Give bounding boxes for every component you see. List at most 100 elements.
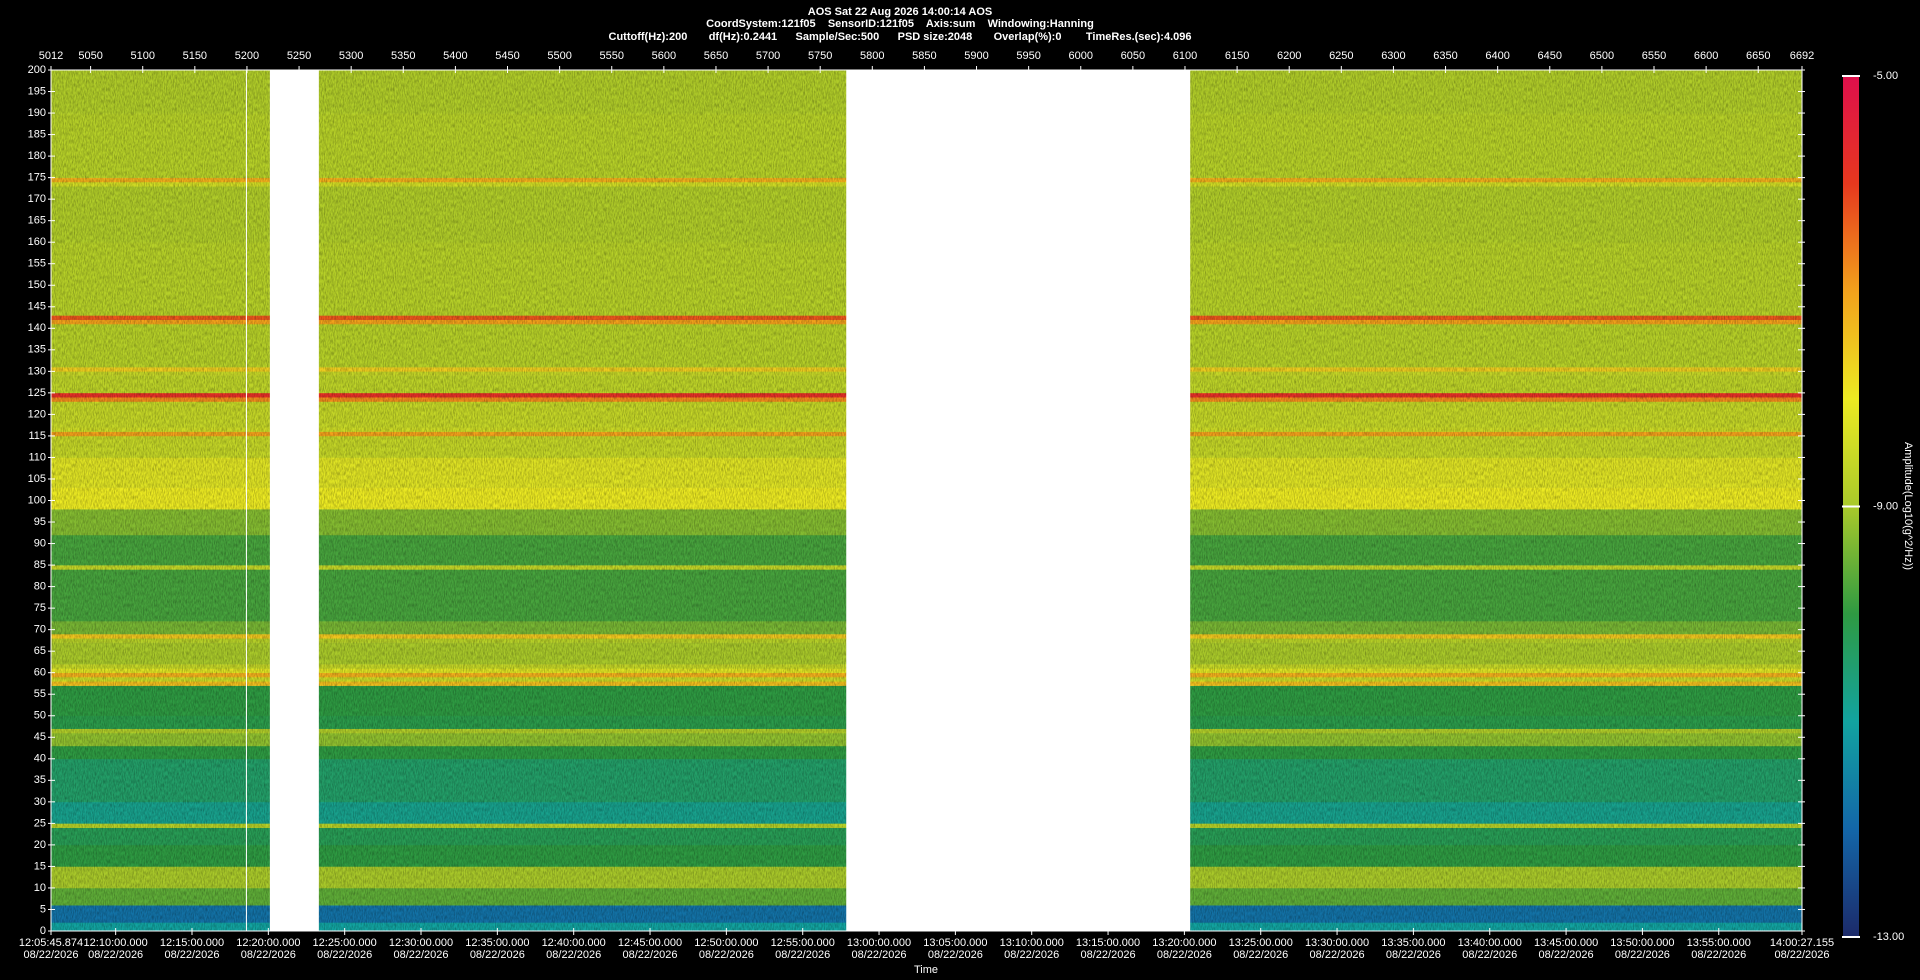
colorbar-tick-label: -9.00 xyxy=(1873,500,1898,512)
top-tick-label: 5012 xyxy=(39,50,63,62)
y-tick-label: 170 xyxy=(28,193,46,205)
y-tick-label: 35 xyxy=(34,774,46,786)
top-tick-label: 6300 xyxy=(1381,50,1405,62)
time-tick-label: 13:30:00.000 xyxy=(1305,937,1369,949)
y-tick-label: 180 xyxy=(28,150,46,162)
data-gap xyxy=(245,70,247,931)
y-tick-label: 200 xyxy=(28,64,46,76)
y-tick-label: 20 xyxy=(34,839,46,851)
top-tick-label: 5600 xyxy=(652,50,676,62)
y-tick-label: 5 xyxy=(40,903,46,915)
top-tick-label: 6200 xyxy=(1277,50,1301,62)
y-tick-label: 95 xyxy=(34,516,46,528)
y-tick-label: 85 xyxy=(34,559,46,571)
time-tick-label: 12:10:00.000 xyxy=(84,937,148,949)
y-tick-label: 50 xyxy=(34,710,46,722)
title-line: Cuttoff(Hz):200 df(Hz):0.2441 Sample/Sec… xyxy=(609,31,1192,43)
date-tick-label: 08/22/2026 xyxy=(928,949,983,961)
date-tick-label: 08/22/2026 xyxy=(1386,949,1441,961)
date-tick-label: 08/22/2026 xyxy=(852,949,907,961)
title-line: AOS Sat 22 Aug 2026 14:00:14 AOS xyxy=(808,6,992,18)
time-tick-label: 14:00:27.155 xyxy=(1770,937,1834,949)
time-tick-label: 13:15:00.000 xyxy=(1076,937,1140,949)
top-tick-label: 5900 xyxy=(964,50,988,62)
y-tick-label: 150 xyxy=(28,279,46,291)
y-tick-label: 115 xyxy=(28,430,46,442)
y-tick-label: 125 xyxy=(28,387,46,399)
y-tick-label: 0 xyxy=(40,925,46,937)
top-tick-label: 5500 xyxy=(547,50,571,62)
date-tick-label: 08/22/2026 xyxy=(23,949,78,961)
y-tick-label: 15 xyxy=(34,860,46,872)
top-tick-label: 5700 xyxy=(756,50,780,62)
time-tick-label: 13:45:00.000 xyxy=(1534,937,1598,949)
title-line: CoordSystem:121f05 SensorID:121f05 Axis:… xyxy=(706,18,1094,30)
top-tick-label: 5250 xyxy=(287,50,311,62)
time-tick-label: 13:10:00.000 xyxy=(1000,937,1064,949)
y-tick-label: 80 xyxy=(34,581,46,593)
top-tick-label: 6600 xyxy=(1694,50,1718,62)
top-tick-label: 6350 xyxy=(1433,50,1457,62)
y-tick-label: 165 xyxy=(28,215,46,227)
top-tick-label: 5950 xyxy=(1016,50,1040,62)
time-tick-label: 12:20:00.000 xyxy=(236,937,300,949)
colorbar-tick-label: -13.00 xyxy=(1873,931,1904,943)
top-tick-label: 6450 xyxy=(1538,50,1562,62)
top-tick-label: 6692 xyxy=(1790,50,1814,62)
date-tick-label: 08/22/2026 xyxy=(1691,949,1746,961)
time-tick-label: 12:25:00.000 xyxy=(313,937,377,949)
date-tick-label: 08/22/2026 xyxy=(88,949,143,961)
time-tick-label: 12:55:00.000 xyxy=(771,937,835,949)
date-tick-label: 08/22/2026 xyxy=(546,949,601,961)
time-tick-label: 13:00:00.000 xyxy=(847,937,911,949)
y-tick-label: 195 xyxy=(28,85,46,97)
y-tick-label: 65 xyxy=(34,645,46,657)
date-tick-label: 08/22/2026 xyxy=(1310,949,1365,961)
time-tick-label: 13:20:00.000 xyxy=(1152,937,1216,949)
y-tick-label: 40 xyxy=(34,753,46,765)
top-tick-label: 5200 xyxy=(235,50,259,62)
top-tick-label: 5050 xyxy=(78,50,102,62)
top-tick-label: 5750 xyxy=(808,50,832,62)
y-tick-label: 90 xyxy=(34,537,46,549)
date-tick-label: 08/22/2026 xyxy=(775,949,830,961)
top-tick-label: 6500 xyxy=(1590,50,1614,62)
y-tick-label: 160 xyxy=(28,236,46,248)
y-tick-label: 30 xyxy=(34,796,46,808)
colorbar-tick-label: -5.00 xyxy=(1873,70,1898,82)
top-tick-label: 6100 xyxy=(1173,50,1197,62)
y-tick-label: 135 xyxy=(28,344,46,356)
top-tick-label: 5800 xyxy=(860,50,884,62)
y-tick-label: 190 xyxy=(28,107,46,119)
top-tick-label: 6250 xyxy=(1329,50,1353,62)
time-tick-label: 12:40:00.000 xyxy=(542,937,606,949)
date-tick-label: 08/22/2026 xyxy=(1774,949,1829,961)
time-tick-label: 12:45:00.000 xyxy=(618,937,682,949)
y-tick-label: 45 xyxy=(34,731,46,743)
time-tick-label: 13:35:00.000 xyxy=(1381,937,1445,949)
time-tick-label: 13:55:00.000 xyxy=(1687,937,1751,949)
top-tick-label: 5400 xyxy=(443,50,467,62)
data-gap xyxy=(846,70,1191,931)
time-tick-label: 13:40:00.000 xyxy=(1458,937,1522,949)
date-tick-label: 08/22/2026 xyxy=(164,949,219,961)
top-tick-label: 6150 xyxy=(1225,50,1249,62)
time-tick-label: 13:05:00.000 xyxy=(923,937,987,949)
y-tick-label: 175 xyxy=(28,172,46,184)
y-tick-label: 55 xyxy=(34,688,46,700)
date-tick-label: 08/22/2026 xyxy=(1004,949,1059,961)
y-tick-label: 145 xyxy=(28,301,46,313)
date-tick-label: 08/22/2026 xyxy=(699,949,754,961)
y-tick-label: 25 xyxy=(34,817,46,829)
y-tick-label: 130 xyxy=(28,365,46,377)
y-tick-label: 105 xyxy=(28,473,46,485)
date-tick-label: 08/22/2026 xyxy=(1539,949,1594,961)
x-axis-label: Time xyxy=(914,964,938,976)
top-tick-label: 6650 xyxy=(1746,50,1770,62)
top-tick-label: 5150 xyxy=(183,50,207,62)
date-tick-label: 08/22/2026 xyxy=(393,949,448,961)
y-tick-label: 70 xyxy=(34,624,46,636)
time-tick-label: 12:50:00.000 xyxy=(694,937,758,949)
time-tick-label: 13:50:00.000 xyxy=(1610,937,1674,949)
